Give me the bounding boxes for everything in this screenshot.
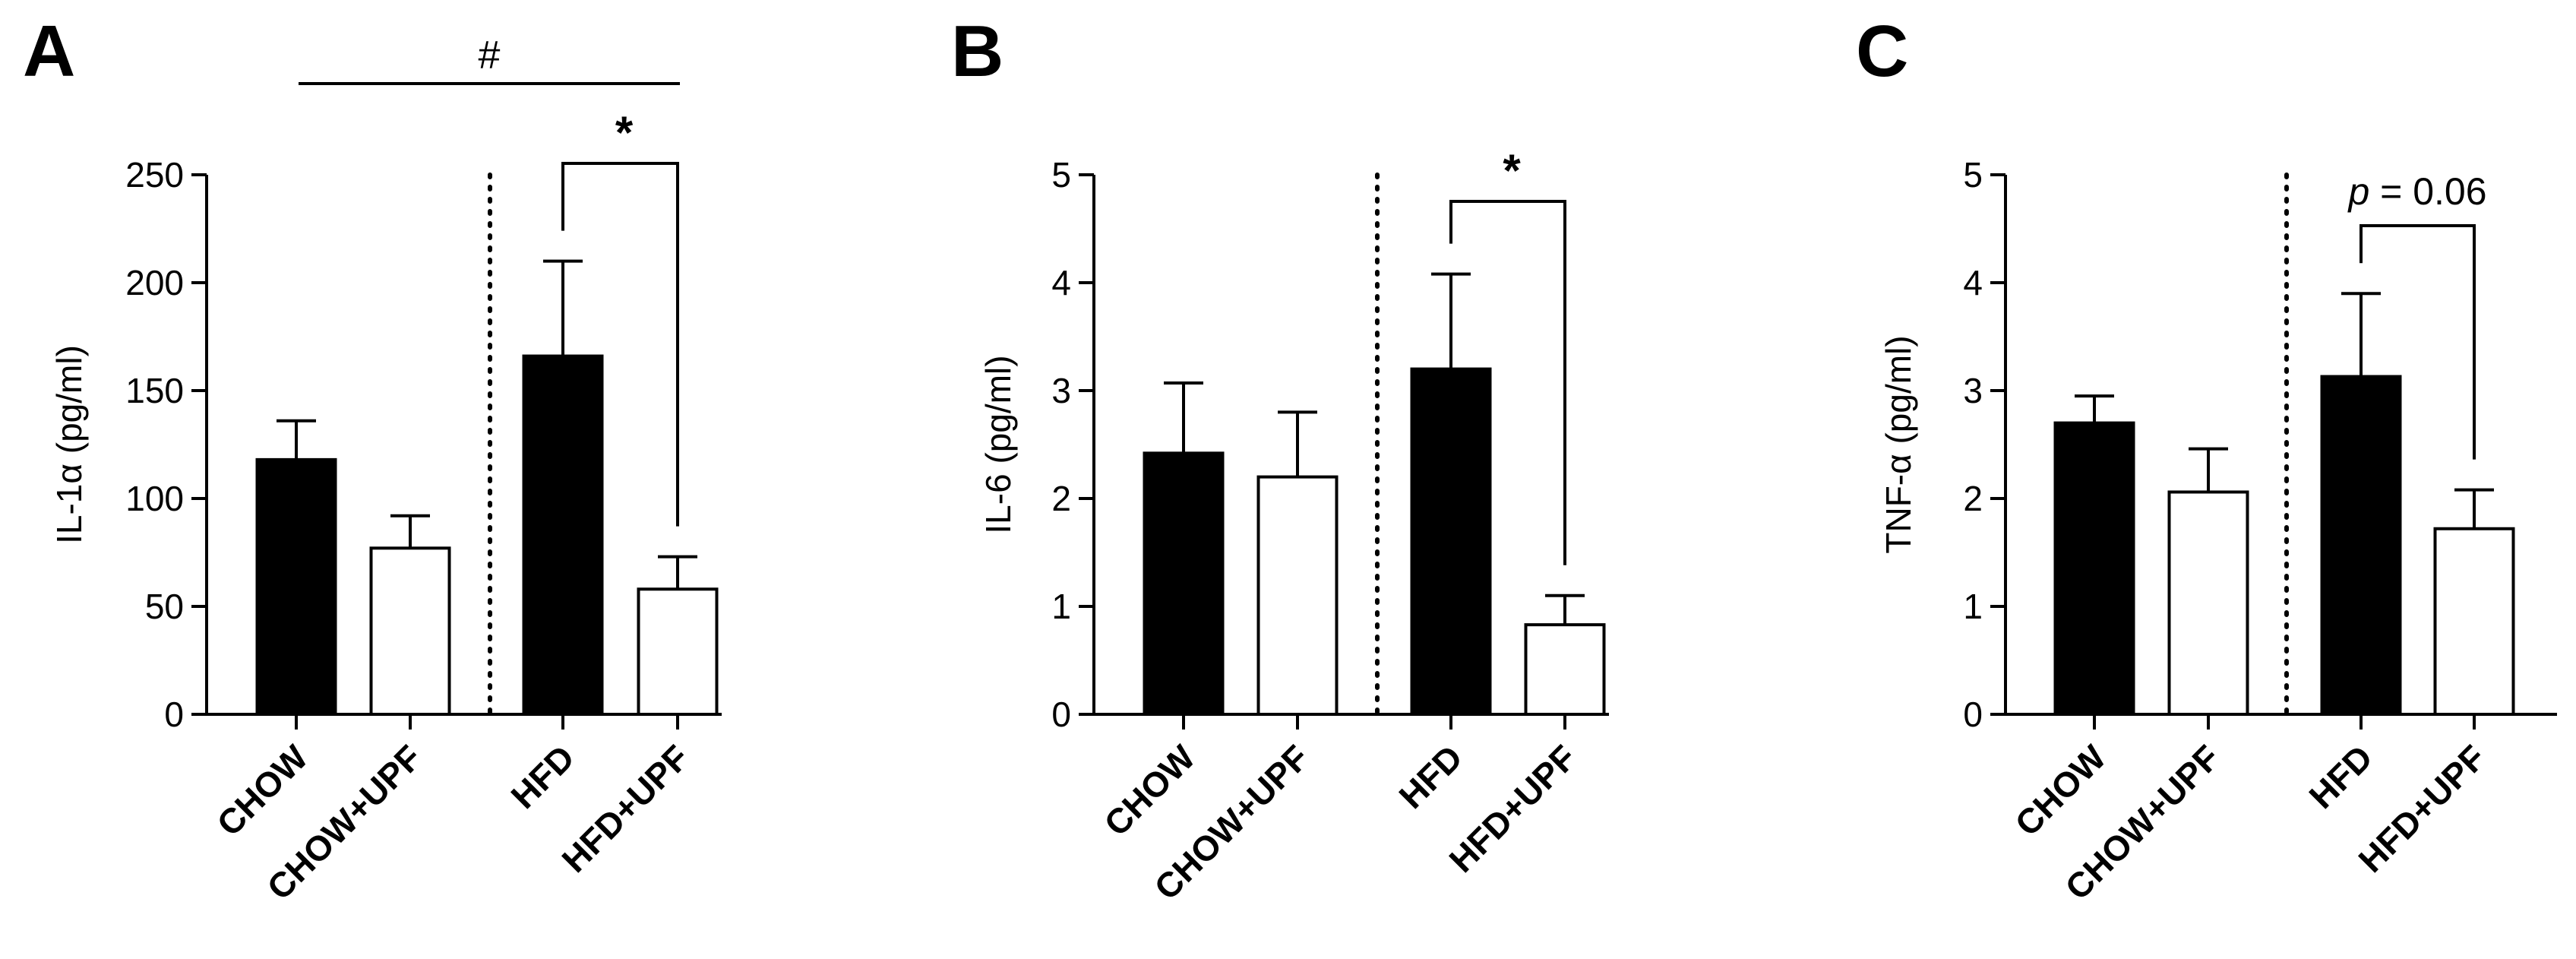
category-label: CHOW [2007,737,2113,843]
y-tick-label: 5 [1051,155,1071,195]
bar [2320,375,2402,716]
significance-label: * [1503,145,1521,196]
y-tick-label: 50 [145,587,184,626]
significance-bracket [561,162,679,527]
y-tick-label: 4 [1051,263,1071,302]
y-tick-label: 250 [125,155,184,195]
bar [522,354,604,716]
category-label: CHOW [1096,737,1203,843]
p-value-label: p = 0.06 [2347,170,2486,213]
panel-letter: C [1856,11,1908,92]
bar [1410,367,1492,716]
y-axis-label: TNF-α (pg/ml) [1879,335,1918,553]
y-tick-label: 150 [125,371,184,410]
significance-label: * [615,107,634,158]
significance-label: # [479,33,501,78]
y-tick-label: 1 [1051,587,1071,626]
category-label: CHOW [209,737,315,843]
bar [2433,527,2515,717]
bar [255,457,337,716]
bar [1143,451,1225,716]
y-axis-label: IL-6 (pg/ml) [978,355,1018,533]
bar [2167,490,2249,716]
y-tick-label: 5 [1963,155,1983,195]
panel-letter: A [23,11,75,92]
significance-bracket [1449,200,1566,565]
y-axis-label: IL-1α (pg/ml) [49,345,89,544]
category-label: HFD [1391,737,1470,816]
y-tick-label: 100 [125,479,184,518]
y-tick-label: 2 [1963,479,1983,518]
bar [2053,421,2135,716]
category-label: HFD+UPF [554,737,697,880]
category-label: HFD [2301,737,2380,816]
y-tick-label: 200 [125,263,184,302]
y-tick-label: 4 [1963,263,1983,302]
y-tick-label: 3 [1051,371,1071,410]
y-tick-label: 3 [1963,371,1983,410]
y-tick-label: 2 [1051,479,1071,518]
bar [1524,623,1606,717]
category-label: HFD [503,737,582,816]
significance-bracket [2359,224,2476,460]
panel-letter: B [951,11,1004,92]
y-tick-label: 0 [1963,695,1983,734]
y-tick-label: 1 [1963,587,1983,626]
y-tick-label: 0 [1051,695,1071,734]
bar [1256,475,1339,716]
y-tick-label: 0 [164,695,184,734]
bar [369,546,451,716]
bar [637,587,719,717]
